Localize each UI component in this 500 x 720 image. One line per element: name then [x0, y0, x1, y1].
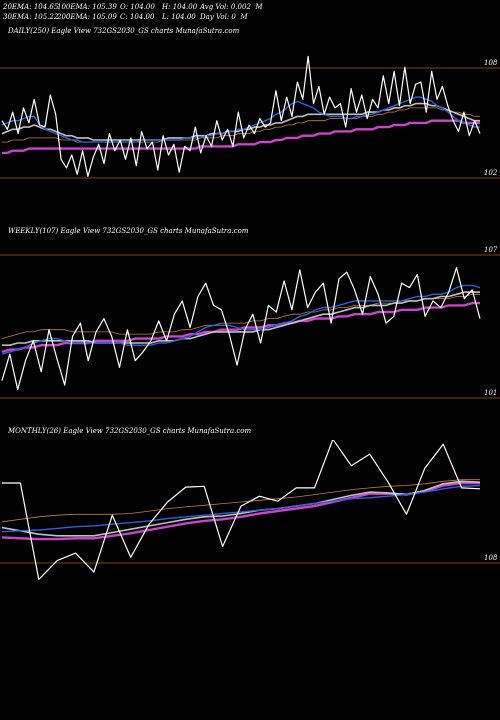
ema-mid-line: [1, 102, 480, 141]
ema-mid-line: [1, 480, 481, 537]
level-label-101: 101: [484, 389, 497, 397]
ema-long-line: [1, 301, 480, 354]
day-vol-stat: Day Vol: 0 M: [200, 13, 248, 21]
monthly-chart: 108: [0, 440, 500, 581]
avg-vol-stat: Avg Vol: 0.002 M: [200, 3, 263, 11]
open-stat: O: 104.00: [120, 3, 155, 11]
low-stat: L: 104.00: [162, 13, 196, 21]
ema-mid-line: [2, 291, 480, 346]
level-label-108: 108: [484, 59, 498, 67]
ema20-stat: 20EMA: 104.65: [3, 3, 59, 11]
high-stat: H: 104.00: [162, 3, 198, 11]
daily-chart-title: DAILY(250) Eagle View 732GS2030_GS chart…: [8, 27, 240, 35]
level-label-102: 102: [484, 169, 498, 177]
monthly-chart-title: MONTHLY(26) Eagle View 732GS2030_GS char…: [8, 427, 252, 435]
daily-chart: 108 102: [0, 55, 500, 179]
ema-alt-line: [1, 479, 480, 523]
ema200-stat: 200EMA: 105.09: [57, 13, 117, 21]
price-line: [1, 267, 481, 391]
price-line: [1, 55, 481, 177]
weekly-chart: 107 101: [0, 246, 500, 399]
level-label-108: 108: [484, 554, 498, 562]
ema-short-line: [1, 484, 481, 533]
weekly-chart-title: WEEKLY(107) Eagle View 732GS2030_GS char…: [8, 227, 249, 235]
ema-long-line: [2, 119, 480, 155]
ema-short-line: [1, 284, 481, 355]
level-label-107: 107: [484, 246, 498, 254]
ema-short-line: [1, 96, 480, 143]
close-stat: C: 104.00: [120, 13, 155, 21]
ema30-stat: 30EMA: 105.22: [3, 13, 59, 21]
ema100-stat: 100EMA: 105.39: [57, 3, 117, 11]
price-line: [2, 440, 481, 581]
